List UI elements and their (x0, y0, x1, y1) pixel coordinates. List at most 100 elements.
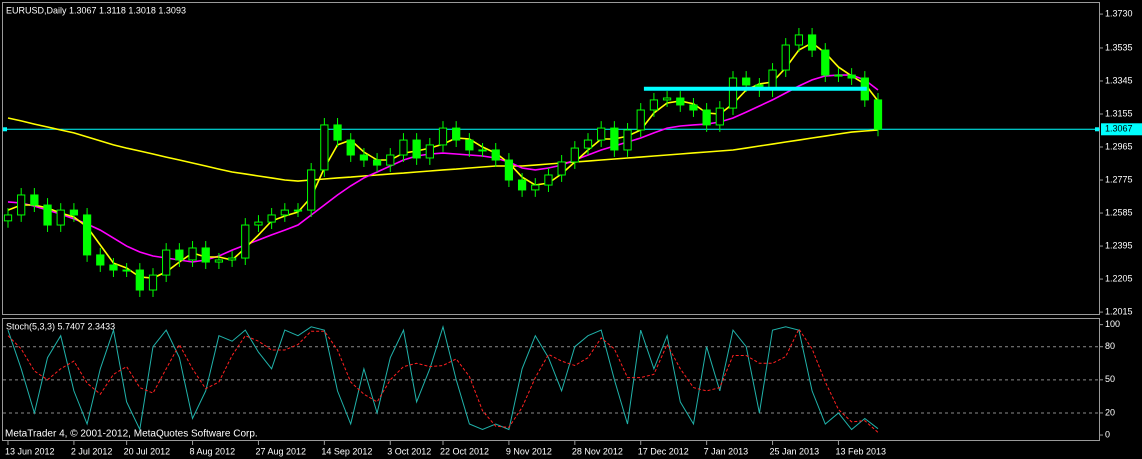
copyright: MetaTrader 4, © 2001-2012, MetaQuotes So… (5, 429, 258, 440)
candle-body (56, 209, 65, 226)
price-marker-right (1095, 127, 1099, 132)
stoch-header: Stoch(5,3,3) 5.7407 2.3433 (6, 321, 115, 331)
candle-body (531, 184, 540, 191)
candle-body (412, 139, 421, 159)
candle-body (517, 179, 527, 191)
candle-body (293, 209, 303, 212)
symbol-header: EURUSD,Daily 1.3067 1.3118 1.3018 1.3093 (6, 5, 186, 15)
candle-body (267, 214, 276, 223)
candle-body (452, 127, 461, 141)
candle-body (320, 124, 329, 171)
x-tick-label: 28 Nov 2012 (572, 446, 623, 456)
candle-body (43, 204, 52, 226)
candle-body (636, 109, 645, 131)
y-tick-label: 80 (1105, 341, 1115, 351)
x-tick-label: 22 Oct 2012 (440, 446, 489, 456)
x-tick-label: 7 Jan 2013 (704, 446, 749, 456)
plot-layer: 13 Jun 2012 2 Jul 2012 20 Jul 2012 8 Aug 20… (3, 8, 1142, 456)
candle-body (135, 269, 144, 291)
candle-body (17, 194, 26, 216)
x-tick-label: 14 Sep 2012 (321, 446, 372, 456)
candle-body (346, 139, 355, 156)
y-tick-label: 1.3155 (1105, 108, 1133, 118)
candle-body (162, 249, 171, 276)
candle-body (69, 209, 79, 216)
moving-average (7, 74, 879, 263)
y-tick-label: 50 (1105, 374, 1115, 384)
y-tick-label: 1.2205 (1105, 273, 1133, 283)
candle-body (214, 259, 224, 263)
candle-body (148, 274, 158, 291)
candle-body (557, 161, 566, 176)
candle-body (807, 34, 817, 51)
candle-body (728, 77, 738, 109)
candle-body (82, 214, 92, 256)
candle-body (96, 254, 105, 266)
main-panel-frame (2, 2, 1100, 315)
moving-average (7, 117, 879, 182)
x-tick-label: 8 Aug 2012 (190, 446, 236, 456)
candle-body (254, 221, 263, 226)
candle-body (438, 127, 448, 146)
candle-body (478, 149, 487, 152)
candle-body (649, 99, 659, 111)
candle-body (491, 149, 500, 161)
x-tick-label: 13 Feb 2013 (835, 446, 886, 456)
price-label-box (1101, 123, 1142, 136)
x-tick-label: 20 Jul 2012 (124, 446, 171, 456)
candle-body (610, 127, 619, 151)
y-tick-label: 100 (1105, 319, 1120, 329)
x-tick-label: 13 Jun 2012 (5, 446, 55, 456)
y-tick-label: 1.2585 (1105, 207, 1133, 217)
stoch-panel-frame (2, 318, 1100, 441)
candle-body (570, 147, 579, 163)
y-tick-label: 1.2015 (1105, 306, 1133, 316)
candle-body (689, 104, 698, 111)
price-label: 1.3067 (1105, 124, 1133, 134)
stoch-line (7, 327, 879, 433)
candle-body (227, 257, 237, 261)
y-tick-label: 1.2395 (1105, 240, 1133, 250)
candle-body (662, 97, 672, 101)
candle-body (359, 154, 369, 161)
x-tick-label: 9 Nov 2012 (506, 446, 552, 456)
candle-body (781, 44, 790, 71)
x-tick-label: 17 Dec 2012 (638, 446, 689, 456)
candle-body (425, 144, 434, 159)
candle-body (280, 209, 289, 216)
candle-body (794, 34, 804, 46)
candle-body (834, 74, 843, 77)
candle-body (465, 139, 474, 151)
candle-body (821, 49, 830, 76)
candle-body (175, 249, 184, 261)
y-tick-label: 1.3345 (1105, 75, 1133, 85)
price-marker-left (3, 127, 7, 132)
candle-body (504, 159, 514, 181)
candle-body (122, 269, 131, 272)
candle-body (873, 99, 883, 130)
y-tick-label: 0 (1105, 429, 1110, 439)
candle-body (597, 127, 606, 141)
candle-body (372, 159, 382, 166)
candle-body (201, 247, 210, 263)
candle-body (715, 107, 724, 126)
candle-body (30, 194, 39, 206)
candle-body (399, 139, 408, 156)
candle-body (676, 97, 685, 106)
y-tick-label: 1.2775 (1105, 174, 1133, 184)
x-tick-label: 3 Oct 2012 (387, 446, 431, 456)
y-tick-label: 1.3535 (1105, 42, 1133, 52)
candle-body (3, 214, 13, 222)
candle-body (583, 139, 593, 149)
stoch-line (7, 324, 879, 432)
x-tick-label: 27 Aug 2012 (255, 446, 306, 456)
x-tick-label: 25 Jan 2013 (770, 446, 820, 456)
candle-body (188, 247, 197, 261)
candle-body (307, 169, 316, 211)
y-tick-label: 1.2965 (1105, 141, 1133, 151)
candle-body (241, 224, 250, 259)
y-tick-label: 20 (1105, 407, 1115, 417)
candle-body (623, 129, 632, 151)
